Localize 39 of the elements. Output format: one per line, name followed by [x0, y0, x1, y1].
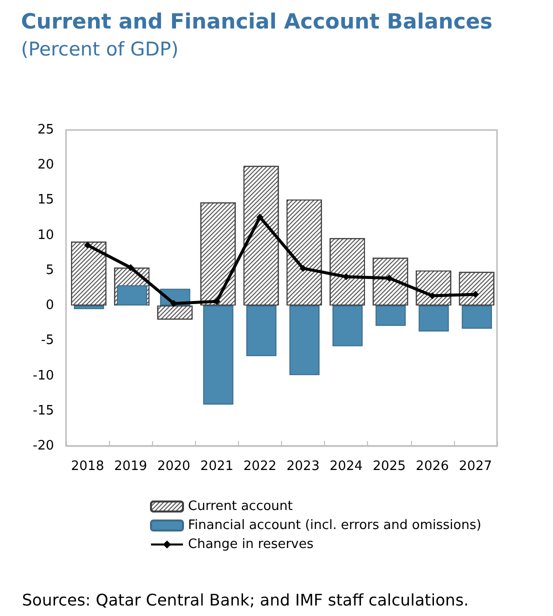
x-tick-label: 2018 — [71, 459, 104, 474]
point — [256, 214, 264, 221]
y-tick-label: -5 — [41, 333, 54, 348]
point — [300, 264, 307, 272]
legend-label: Change in reserves — [188, 537, 314, 552]
y-tick-label: -10 — [32, 368, 54, 384]
x-tick-label: 2025 — [372, 459, 406, 474]
bar — [116, 285, 148, 306]
bar — [332, 306, 363, 346]
y-tick-label: 15 — [37, 192, 54, 208]
y-tick-label: 5 — [46, 262, 54, 278]
y-tick-label: -20 — [32, 438, 54, 454]
point — [84, 242, 92, 249]
legend-label: Financial account (incl. errors and omissions) — [188, 518, 482, 533]
bar — [376, 306, 406, 326]
x-tick-label: 2020 — [157, 459, 190, 474]
y-tick-label: 10 — [37, 228, 54, 243]
bar — [74, 306, 104, 310]
x-tick-label: 2021 — [200, 459, 234, 474]
x-tick-label: 2024 — [330, 459, 363, 474]
bar — [418, 306, 449, 332]
bar — [289, 306, 320, 376]
y-tick-label: 25 — [37, 122, 54, 138]
bar — [246, 306, 276, 356]
point — [127, 264, 134, 272]
source-note: Sources: Qatar Central Bank; and IMF staff calculations. — [22, 590, 469, 610]
y-tick-label: 0 — [46, 298, 54, 314]
x-tick-label: 2027 — [458, 459, 492, 474]
x-tick-label: 2023 — [286, 459, 320, 474]
chart-subtitle: (Percent of GDP) — [21, 38, 179, 60]
y-tick-label: -15 — [32, 403, 54, 418]
legend-label: Current account — [188, 499, 293, 514]
bar — [203, 306, 234, 405]
x-tick-label: 2022 — [243, 459, 276, 474]
x-tick-label: 2026 — [416, 459, 449, 474]
chart-title: Current and Financial Account Balances — [21, 10, 493, 34]
x-tick-label: 2019 — [114, 459, 148, 474]
bar — [462, 306, 492, 329]
y-tick-label: 20 — [37, 158, 54, 173]
